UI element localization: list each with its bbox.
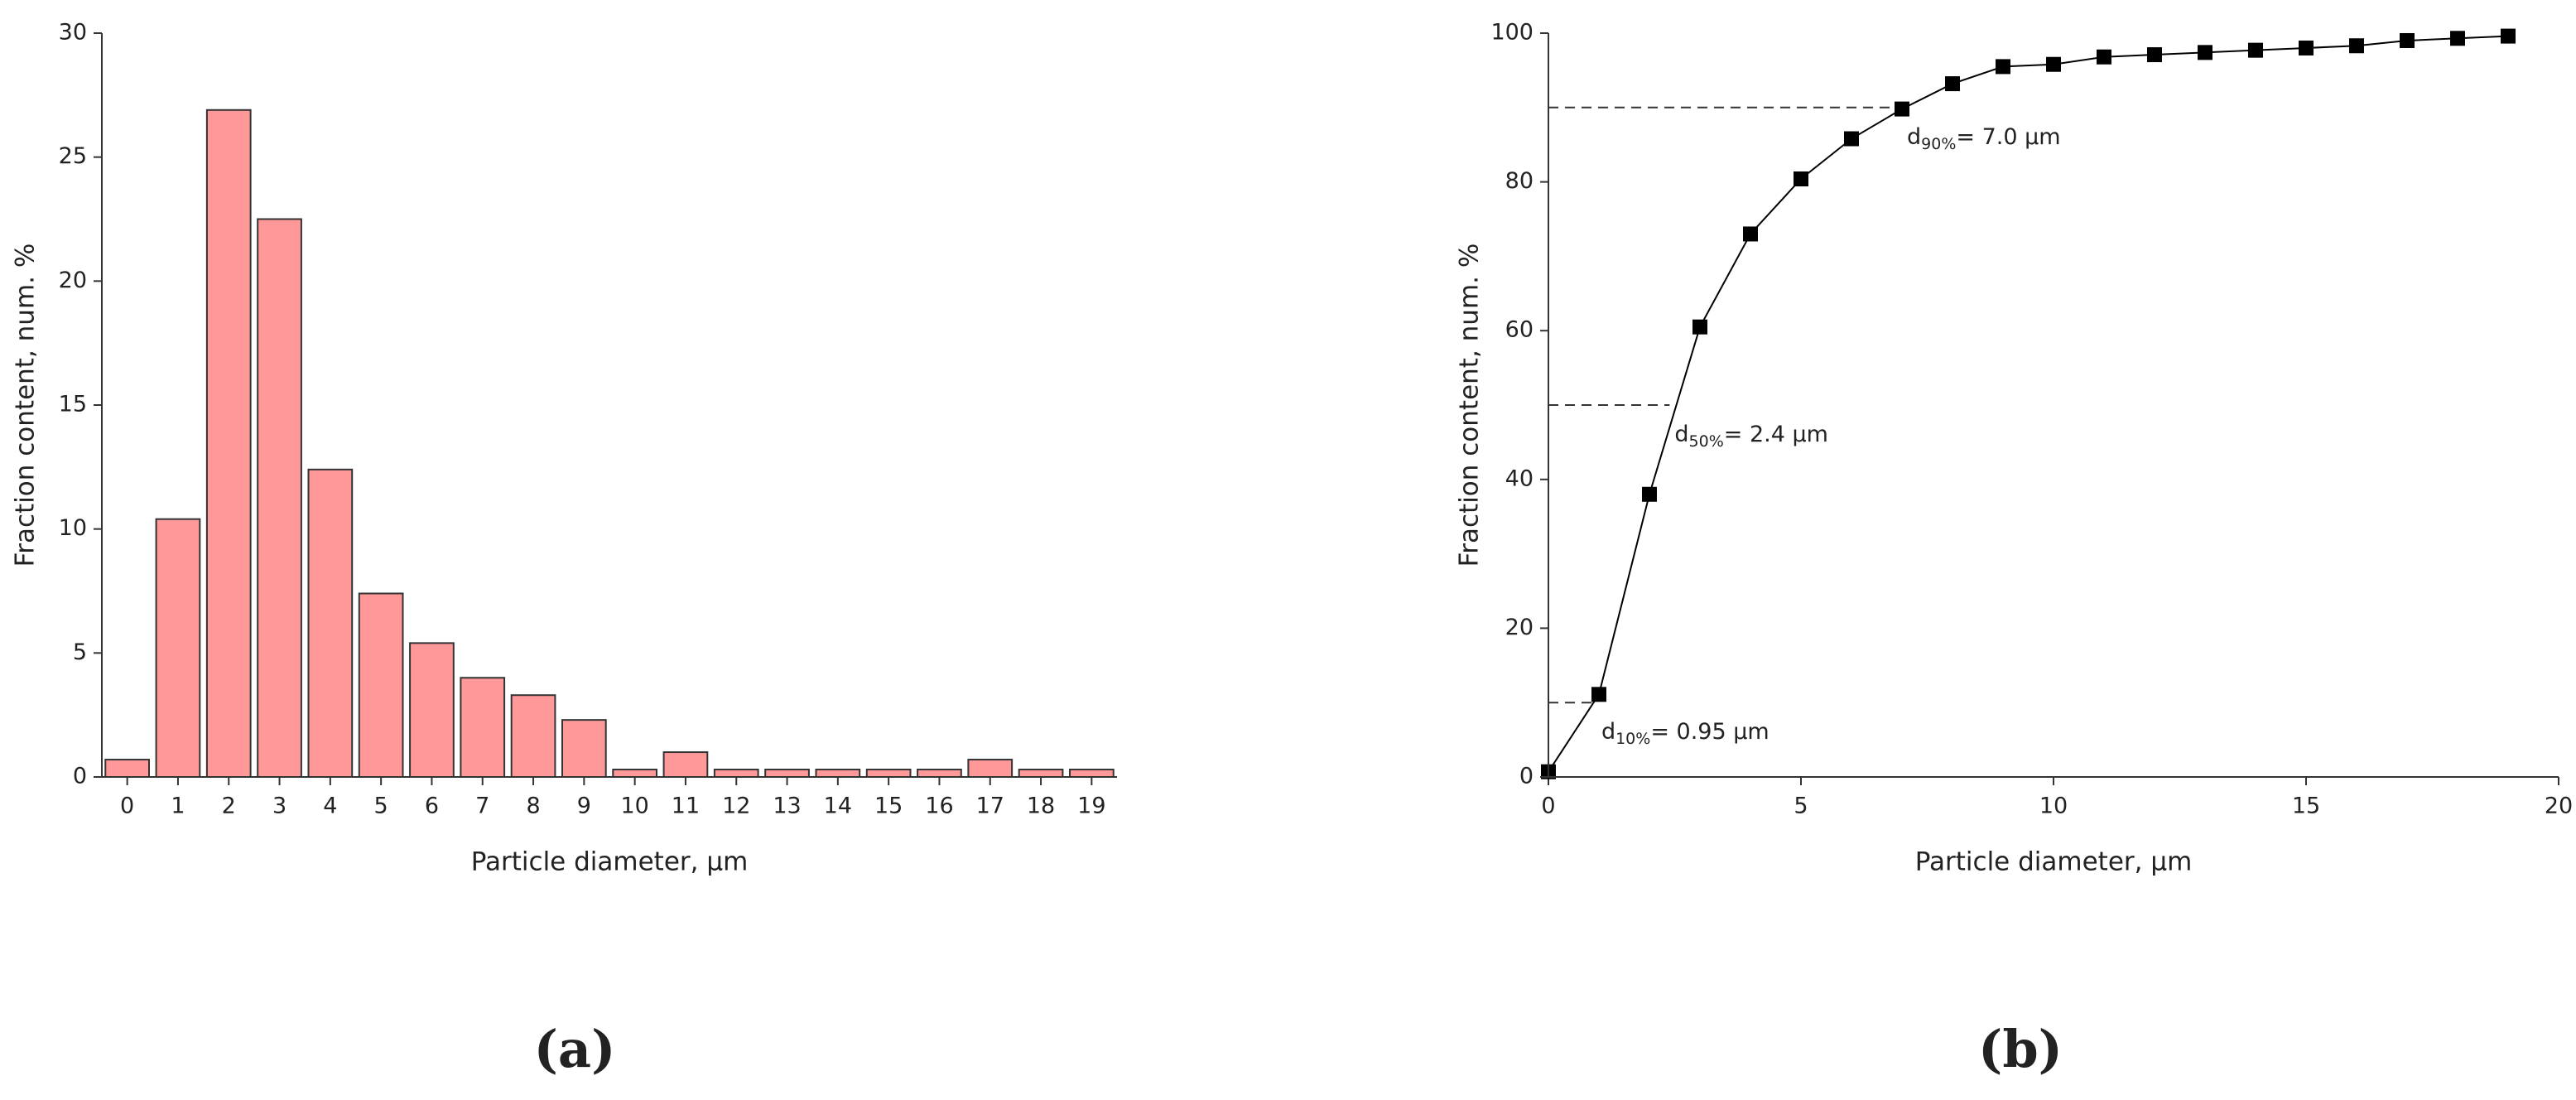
annotation-sub: 90% — [1921, 134, 1956, 152]
x-tick-label: 10 — [620, 794, 648, 819]
bar — [764, 769, 810, 779]
y-axis-title: Fraction content, num. % — [1455, 244, 1485, 567]
marker — [2046, 56, 2061, 72]
annotation: d50%= 2.4 μm — [1674, 422, 1828, 451]
y-tick-label: 25 — [59, 143, 87, 169]
marker — [2198, 45, 2212, 60]
marker — [1895, 101, 1909, 117]
annotation-main: d — [1674, 422, 1688, 447]
marker — [2400, 32, 2415, 48]
marker — [2097, 49, 2111, 65]
y-tick-label: 10 — [59, 515, 87, 541]
x-tick-label: 15 — [2292, 794, 2320, 819]
y-tick-label: 20 — [59, 268, 87, 293]
x-tick-label: 15 — [874, 794, 903, 819]
y-tick-label: 0 — [1519, 764, 1534, 789]
y-tick-label: 15 — [59, 392, 87, 417]
x-tick-label: 0 — [120, 794, 134, 819]
marker — [2248, 42, 2263, 58]
x-tick-label: 3 — [272, 794, 286, 819]
annotation-rest: = 0.95 μm — [1650, 719, 1769, 745]
marker — [1996, 59, 2010, 75]
x-tick-label: 13 — [773, 794, 801, 819]
x-tick-label: 18 — [1027, 794, 1055, 819]
bar — [510, 694, 556, 778]
x-tick-label: 10 — [2039, 794, 2068, 819]
bar — [612, 769, 658, 779]
marker — [1591, 687, 1606, 702]
bar — [155, 518, 201, 779]
annotation-main: d — [1601, 719, 1615, 745]
bar — [561, 719, 607, 778]
marker — [1743, 226, 1758, 242]
x-tick-label: 1 — [171, 794, 185, 819]
x-tick-label: 5 — [374, 794, 388, 819]
bar — [307, 468, 354, 778]
x-axis-title: Particle diameter, μm — [471, 847, 749, 877]
series-line — [1548, 35, 2509, 773]
y-tick-label: 20 — [1505, 615, 1534, 640]
bar — [815, 769, 861, 779]
marker — [1642, 486, 1657, 502]
annotation-sub: 50% — [1689, 432, 1724, 451]
bar — [967, 759, 1014, 779]
bar — [257, 218, 302, 778]
bar — [1068, 769, 1115, 779]
bar — [662, 751, 709, 778]
bar — [358, 592, 404, 779]
bar — [865, 769, 912, 779]
marker — [1844, 131, 1859, 147]
x-axis-title: Particle diameter, μm — [1915, 847, 2193, 877]
x-tick-label: 9 — [577, 794, 591, 819]
bar — [409, 642, 455, 778]
x-tick-label: 0 — [1541, 794, 1555, 819]
annotation-main: d — [1907, 123, 1921, 149]
x-tick-label: 2 — [222, 794, 236, 819]
x-tick-label: 19 — [1077, 794, 1105, 819]
marker — [1692, 319, 1707, 335]
x-tick-label: 7 — [475, 794, 489, 819]
panel-label: (b) — [1978, 1019, 2063, 1079]
marker — [1945, 76, 1960, 92]
x-tick-label: 16 — [925, 794, 953, 819]
annotation-rest: = 2.4 μm — [1724, 422, 1828, 447]
bar — [917, 769, 962, 779]
x-tick-label: 17 — [976, 794, 1004, 819]
y-tick-label: 0 — [73, 764, 87, 789]
marker — [2299, 40, 2314, 55]
x-tick-label: 5 — [1794, 794, 1808, 819]
x-tick-label: 12 — [722, 794, 750, 819]
annotation: d10%= 0.95 μm — [1601, 719, 1769, 748]
x-tick-label: 11 — [672, 794, 700, 819]
bar — [1018, 769, 1064, 779]
y-tick-label: 40 — [1505, 466, 1534, 491]
bar — [104, 759, 151, 779]
panel-label: (a) — [534, 1019, 616, 1079]
marker — [1794, 171, 1808, 187]
x-tick-label: 8 — [526, 794, 540, 819]
bar — [205, 109, 252, 778]
annotation: d90%= 7.0 μm — [1907, 123, 2061, 152]
marker — [2450, 31, 2465, 46]
x-tick-label: 14 — [824, 794, 852, 819]
marker — [2501, 28, 2516, 44]
x-tick-label: 20 — [2545, 794, 2573, 819]
y-tick-label: 80 — [1505, 168, 1534, 194]
y-tick-label: 60 — [1505, 317, 1534, 343]
bar — [713, 769, 759, 779]
x-tick-label: 6 — [425, 794, 439, 819]
y-axis-title: Fraction content, num. % — [11, 244, 41, 567]
marker — [2147, 47, 2162, 63]
x-tick-label: 4 — [323, 794, 337, 819]
marker — [2349, 38, 2364, 54]
annotation-sub: 10% — [1615, 730, 1650, 748]
y-tick-label: 5 — [73, 639, 87, 665]
y-tick-label: 30 — [59, 20, 87, 46]
annotation-rest: = 7.0 μm — [1956, 123, 2060, 149]
y-tick-label: 100 — [1490, 20, 1534, 46]
bar — [460, 677, 506, 778]
